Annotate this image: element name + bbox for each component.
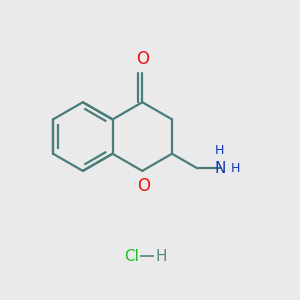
Text: O: O bbox=[136, 50, 149, 68]
Text: O: O bbox=[137, 178, 150, 196]
Text: H: H bbox=[231, 162, 240, 175]
Text: Cl: Cl bbox=[124, 248, 140, 263]
Text: H: H bbox=[155, 248, 167, 263]
Text: N: N bbox=[214, 161, 225, 176]
Text: H: H bbox=[215, 144, 224, 157]
